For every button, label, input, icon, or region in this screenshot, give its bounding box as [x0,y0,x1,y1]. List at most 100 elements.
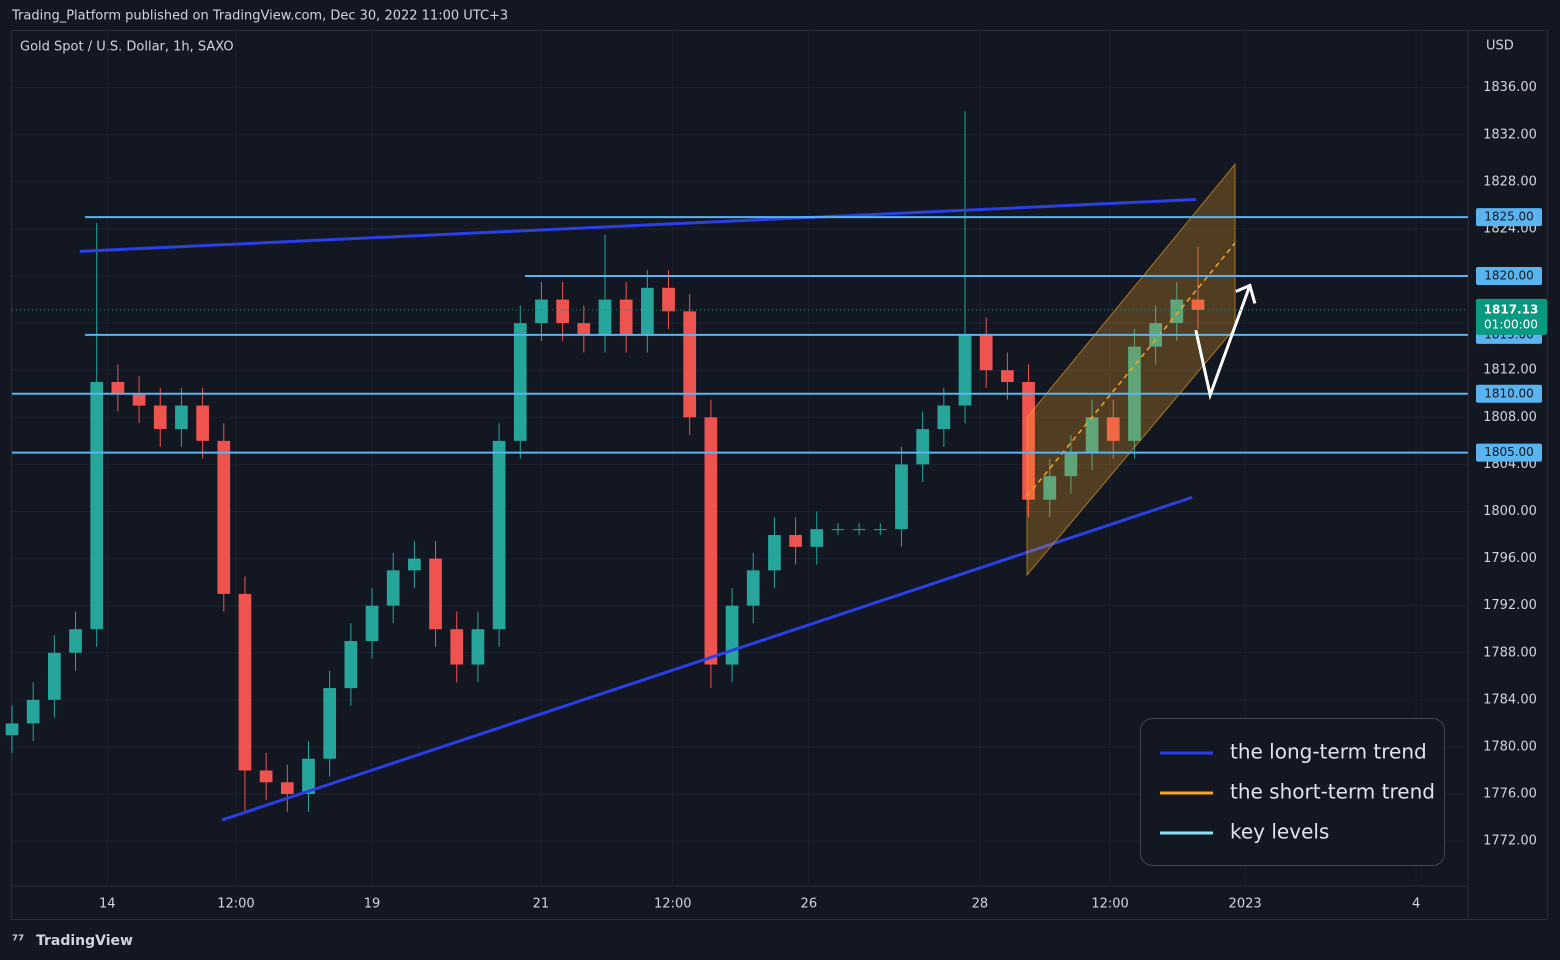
candle-body [789,535,802,547]
candle-body [895,464,908,530]
candle-body [280,782,294,795]
header: Trading_Platform published on TradingVie… [11,9,508,24]
logo: ⁷⁷ [12,933,24,949]
x-tick-label: 12:00 [654,897,691,912]
y-tick-label: 1788.00 [1483,645,1537,660]
candle-body [873,529,887,531]
last-price-box [1476,298,1547,335]
candle-body [1085,417,1099,453]
legend-label: the long-term trend [1230,740,1427,764]
candle-body [1170,299,1184,324]
candle-body [386,570,400,606]
arrow [1194,284,1252,401]
x-tick-label: 12:00 [1091,897,1128,912]
candle-body [725,605,739,665]
currency: USD [1486,39,1514,54]
y-tick-label: 1832.00 [1483,127,1537,142]
candle-body [598,299,612,335]
y-tick-label: 1772.00 [1483,834,1537,849]
candle-body [1064,452,1078,477]
candle-body [958,334,972,406]
level-label-box [1476,443,1542,462]
candle-body [746,570,760,606]
y-tick-label: 1800.00 [1483,504,1537,519]
candle-body [916,429,930,465]
candle-body [450,629,464,665]
candle-body [492,440,506,630]
trend-line [221,495,1193,822]
candle-body [937,405,951,430]
candle-body [619,299,633,335]
x-tick-label: 4 [1412,897,1420,912]
trend-line [79,198,1196,253]
countdown: 01:00:00 [1484,317,1538,331]
level-label-box [1476,267,1542,286]
x-tick-label: 21 [533,897,550,912]
candle-body [217,440,231,594]
candle-body [1001,370,1014,382]
y-tick-label: 1780.00 [1483,739,1537,754]
candle-body [979,334,993,371]
candle-body [90,381,104,630]
candle-body [111,381,125,394]
candle-body [365,605,379,641]
candle-body [640,287,654,335]
y-tick-label: 1808.00 [1483,410,1537,425]
candle-body [69,629,82,653]
candle-body [556,299,569,324]
legend-label: the short-term trend [1230,780,1435,804]
footer: TradingView [36,933,133,949]
arrow-head [1235,283,1257,304]
candle-body [196,405,209,441]
candle-body [535,299,548,324]
channel-mid [1026,242,1236,497]
candle-body [175,405,188,430]
candle-body [1043,476,1057,500]
candle-body [768,535,781,571]
y-tick-label: 1784.00 [1483,692,1537,707]
y-tick-label: 1792.00 [1483,598,1537,613]
legend-label: key levels [1230,820,1329,844]
x-tick-label: 12:00 [217,897,254,912]
legend-box [1140,718,1445,866]
candle-body [810,529,824,547]
candle-body [238,593,252,771]
candle-body [662,287,675,312]
candle-body [1191,299,1205,310]
candle-body [471,629,485,665]
candle-body [513,323,527,441]
candle-body [429,558,442,630]
x-tick-label: 2023 [1229,897,1262,912]
frame [11,30,1548,920]
y-tick-label: 1812.00 [1483,363,1537,378]
x-tick-label: 28 [972,897,989,912]
candle-body [852,529,866,531]
candle-body [831,529,845,531]
x-tick-label: 19 [364,897,381,912]
x-tick-label: 26 [801,897,818,912]
candle-body [704,417,718,665]
level-label: 1820.00 [1484,269,1534,283]
level-label: 1825.00 [1484,210,1534,224]
candle-body [48,652,61,700]
level-label-box [1476,384,1542,403]
level-label: 1810.00 [1484,386,1534,400]
candle-body [683,311,697,418]
candle-body [577,323,591,335]
candle-body [5,723,19,736]
candle-body [153,405,167,430]
candle-body [132,393,146,406]
candle-body [302,758,315,795]
candle-body [259,770,273,783]
chart-title: Gold Spot / U.S. Dollar, 1h, SAXO [20,40,234,55]
candle-body [344,640,358,689]
y-tick-label: 1836.00 [1483,80,1537,95]
candle-body [408,558,421,571]
candle-body [323,688,337,759]
x-tick-label: 14 [99,897,116,912]
y-tick-label: 1776.00 [1483,787,1537,802]
level-label: 1805.00 [1484,445,1534,459]
last-price-label: 1817.13 [1484,302,1539,316]
